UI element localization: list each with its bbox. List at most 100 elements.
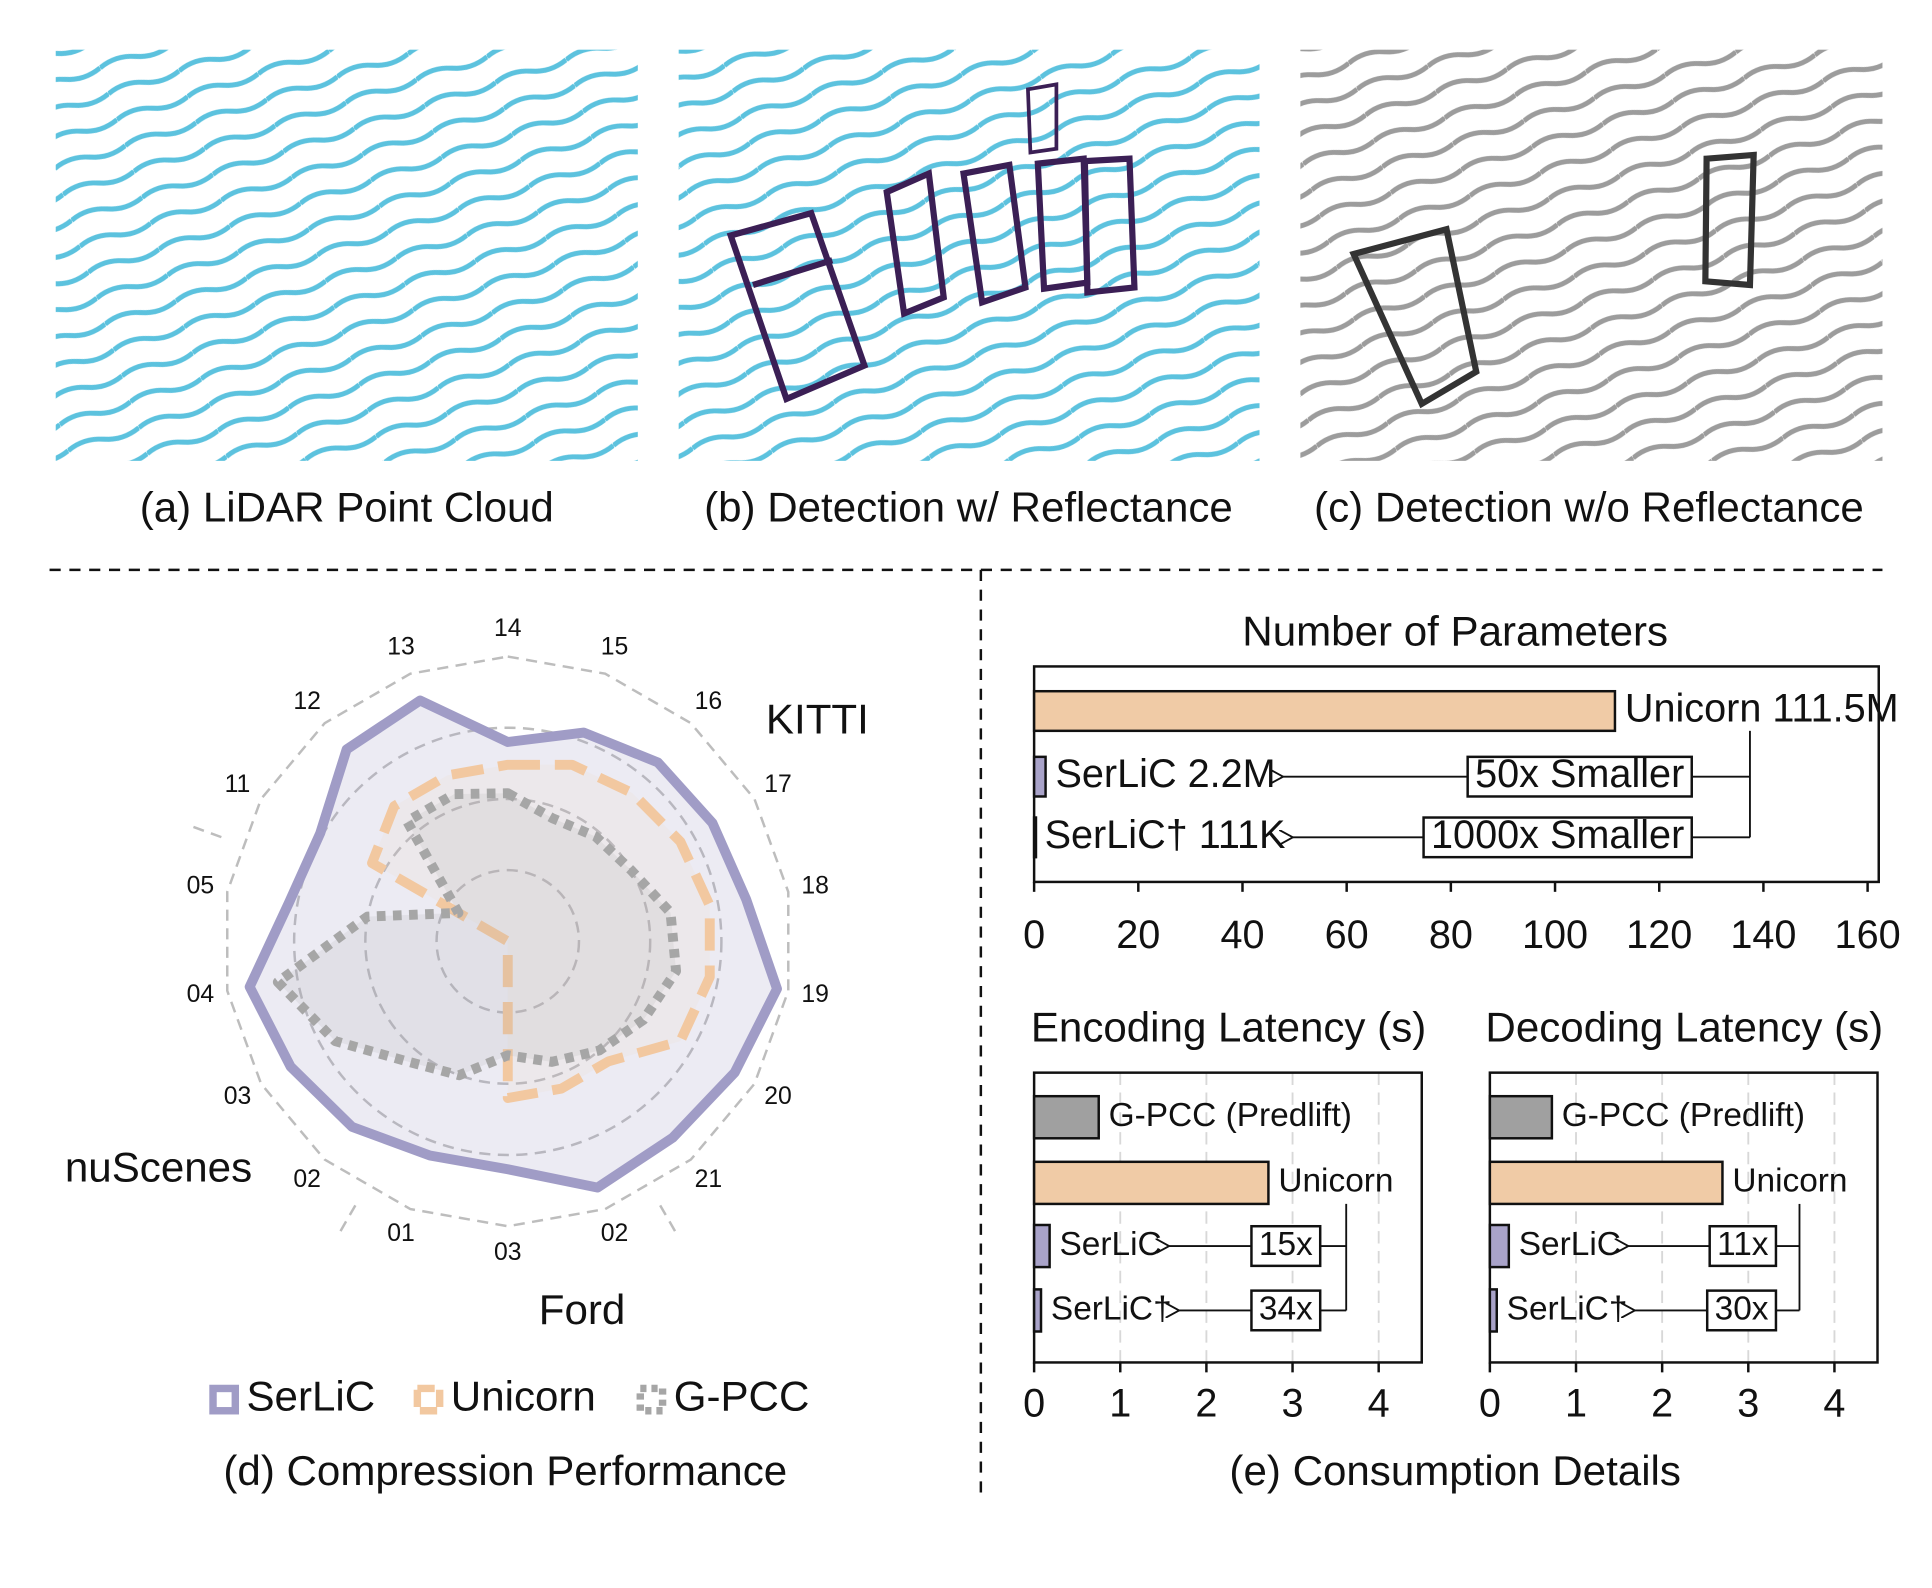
axis-label: 17 [764, 771, 792, 798]
x-tick-label: 160 [1835, 913, 1901, 957]
axis-label: 16 [695, 688, 723, 715]
bar [1032, 816, 1038, 859]
bar [1032, 1094, 1100, 1140]
annotation: 15x [1259, 1226, 1313, 1263]
axis-label: 02 [293, 1166, 321, 1193]
annotation: 50x Smaller [1475, 752, 1684, 796]
chart-title: Number of Parameters [1242, 607, 1668, 654]
radar-series [272, 788, 682, 1081]
x-tick-label: 4 [1823, 1381, 1845, 1425]
grid-ring [292, 726, 723, 1157]
bar-label: G-PCC (Predlift) [1562, 1097, 1805, 1134]
bar [1488, 1160, 1724, 1206]
plot-frame [1032, 1071, 1423, 1364]
radar-series [244, 695, 782, 1193]
group-separator [186, 823, 222, 839]
bar-label: SerLiC† [1507, 1290, 1628, 1327]
x-tick-label: 2 [1651, 1381, 1673, 1425]
x-tick-label: 0 [1023, 1381, 1045, 1425]
legend-marker [413, 1384, 444, 1415]
axis-label: 01 [387, 1220, 415, 1247]
legend-label: G-PCC [674, 1373, 810, 1420]
group-label: Ford [539, 1286, 626, 1333]
axis-label: 19 [801, 981, 829, 1008]
detection-image [678, 49, 1260, 461]
axis-label: 12 [293, 688, 321, 715]
bar-label: SerLiC [1060, 1226, 1162, 1263]
bar [1488, 1223, 1511, 1269]
annotation: 30x [1715, 1290, 1769, 1327]
x-tick-label: 20 [1116, 913, 1160, 957]
x-tick-label: 40 [1220, 913, 1264, 957]
group-separator [335, 1204, 357, 1239]
detection-boxes [726, 82, 1138, 404]
caption: (b) Detection w/ Reflectance [704, 484, 1233, 531]
legend-label: SerLiC [246, 1373, 375, 1420]
annotation: 11x [1717, 1226, 1769, 1263]
x-tick-label: 1 [1109, 1381, 1131, 1425]
annotation: 34x [1259, 1290, 1313, 1327]
annotation-box [1250, 1224, 1322, 1268]
legend-marker [636, 1384, 667, 1415]
x-tick-label: 0 [1023, 913, 1045, 957]
bar [1032, 1288, 1043, 1333]
caption: (c) Detection w/o Reflectance [1314, 484, 1864, 531]
x-tick-label: 4 [1368, 1381, 1390, 1425]
axis-label: 18 [801, 873, 829, 900]
plot-frame [1488, 1071, 1879, 1364]
axis-label: 05 [187, 873, 215, 900]
axis-label: 04 [187, 981, 215, 1008]
axis-label: 14 [494, 615, 522, 642]
axis-label: 03 [224, 1083, 252, 1110]
detection-boxes-gray [1349, 151, 1757, 409]
axis-label: 03 [494, 1239, 522, 1266]
axis-label: 13 [387, 634, 415, 661]
lidar-image [55, 49, 638, 461]
bar [1032, 1223, 1051, 1269]
bar [1032, 755, 1047, 798]
x-tick-label: 100 [1522, 913, 1588, 957]
caption: (d) Compression Performance [223, 1447, 787, 1494]
x-tick-label: 140 [1730, 913, 1796, 957]
x-tick-label: 60 [1325, 913, 1369, 957]
x-tick-label: 0 [1479, 1381, 1501, 1425]
group-separator [659, 1204, 680, 1239]
detection-gray-image [1300, 49, 1883, 461]
group-label: KITTI [766, 695, 869, 742]
annotation-box [1250, 1289, 1322, 1332]
axis-label: 21 [695, 1166, 723, 1193]
bar-label: G-PCC (Predlift) [1109, 1097, 1352, 1134]
value-label: Unicorn 111.5M [1625, 686, 1899, 730]
bar [1032, 689, 1617, 733]
axis-label: 11 [225, 771, 251, 798]
axis-label: 02 [601, 1220, 629, 1247]
annotation-box [1466, 755, 1693, 798]
chart-title: Decoding Latency (s) [1485, 1004, 1883, 1051]
caption: (e) Consumption Details [1229, 1447, 1681, 1494]
bar-label: Unicorn [1732, 1163, 1847, 1200]
value-label: SerLiC 2.2M [1055, 752, 1275, 796]
caption: (a) LiDAR Point Cloud [140, 484, 554, 531]
annotation: 1000x Smaller [1431, 813, 1684, 857]
axis-label: 15 [601, 634, 629, 661]
x-tick-label: 3 [1282, 1381, 1304, 1425]
legend-label: Unicorn [451, 1373, 596, 1420]
value-label: SerLiC† 111K [1045, 813, 1286, 857]
bar [1032, 1160, 1270, 1206]
point-cloud-panels [55, 49, 1883, 461]
bar [1488, 1094, 1554, 1140]
legend-marker [209, 1384, 240, 1415]
bar-label: Unicorn [1278, 1163, 1393, 1200]
bar [1488, 1288, 1498, 1333]
x-tick-label: 120 [1626, 913, 1692, 957]
x-tick-label: 2 [1195, 1381, 1217, 1425]
group-label: nuScenes [65, 1144, 252, 1191]
x-tick-label: 3 [1737, 1381, 1759, 1425]
bar-label: SerLiC [1519, 1226, 1621, 1263]
grid-ring [364, 797, 652, 1086]
radar-series [367, 759, 715, 1103]
bar-label: SerLiC† [1051, 1290, 1172, 1327]
x-tick-label: 80 [1429, 913, 1473, 957]
chart-title: Encoding Latency (s) [1031, 1004, 1426, 1051]
